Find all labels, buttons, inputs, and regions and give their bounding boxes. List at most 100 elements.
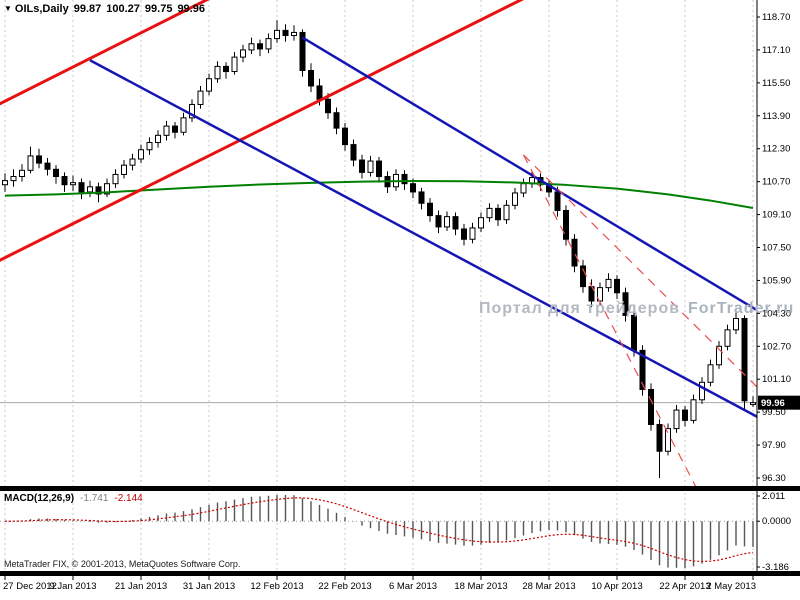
time-axis-label: 2 May 2013 [706, 581, 756, 592]
time-axis-label: 9 Jan 2013 [49, 581, 96, 592]
candle-bullish [155, 134, 161, 144]
candle-bearish [571, 238, 578, 267]
candle-bullish [138, 149, 144, 160]
price-axis-label: 117.10 [762, 45, 790, 56]
candle-bullish [214, 65, 221, 80]
candle-bullish [690, 399, 697, 421]
candle-bearish [631, 314, 637, 351]
candle-bearish [682, 409, 688, 421]
price-axis-label: 105.90 [762, 275, 791, 286]
chart-title-bar: ▼ OILs,Daily 99.87 100.27 99.75 99.96 [4, 3, 210, 15]
price-axis-label: 118.70 [762, 12, 790, 23]
candle-bullish [478, 217, 484, 229]
candle-bearish [282, 29, 289, 37]
candle-bullish [197, 90, 204, 105]
candle-bullish [520, 183, 527, 194]
candle-bullish [189, 103, 195, 119]
candle-bullish [750, 402, 756, 406]
current-price-value: 99.96 [761, 398, 785, 409]
candle-bearish [656, 423, 663, 452]
ohlc-high-value: 100.27 [106, 3, 140, 15]
candle-bearish [418, 191, 425, 204]
candle-bearish [614, 278, 620, 294]
candle-bullish [121, 164, 127, 175]
macd-main-value: -1.741 [80, 493, 109, 504]
candle-bullish [503, 204, 510, 221]
macd-pane[interactable] [0, 493, 757, 570]
candle-bearish [554, 191, 561, 211]
descending-trendline-outer [89, 59, 757, 419]
candle-bullish [231, 56, 238, 73]
candle-bullish [699, 381, 705, 401]
price-axis-label: 102.70 [762, 341, 791, 352]
candle-bullish [291, 31, 297, 37]
candle-bearish [461, 228, 467, 240]
macd-name: MACD(12,26,9) [4, 493, 75, 504]
price-axis-label: 110.70 [762, 177, 790, 188]
price-axis-label: 112.30 [762, 144, 790, 155]
ohlc-open-value: 99.87 [73, 3, 102, 15]
candle-bearish [172, 125, 178, 133]
moving-average-line [4, 180, 754, 209]
symbol-dropdown-arrow-icon[interactable]: ▼ [4, 4, 12, 13]
time-axis-label: 31 Jan 2013 [183, 581, 235, 592]
candle-bearish [36, 155, 42, 164]
pane-separator-top [0, 486, 800, 491]
candle-bullish [104, 183, 110, 195]
candle-bullish [163, 125, 170, 136]
descending-fan-dashed-steep [522, 154, 697, 486]
candle-bearish [308, 70, 314, 87]
macd-axis-label: 0.0000 [762, 516, 791, 527]
candle-bullish [87, 186, 93, 193]
candle-bearish [61, 175, 68, 186]
candle-bearish [333, 112, 340, 129]
candle-bullish [724, 329, 731, 347]
candle-bearish [78, 182, 85, 193]
candle-bearish [435, 215, 442, 228]
candle-bullish [240, 49, 246, 58]
candle-bullish [248, 43, 255, 51]
candle-bullish [180, 117, 187, 133]
ascending-channel-upper [0, 0, 210, 106]
macd-signal-value: -2.144 [114, 493, 143, 504]
candle-bearish [257, 43, 263, 50]
current-price-box [758, 395, 800, 410]
ohlc-close-value: 99.96 [177, 3, 205, 15]
candle-bullish [206, 78, 212, 92]
main-pane[interactable] [0, 0, 766, 499]
chart-symbol-period: OILs,Daily [14, 3, 69, 15]
candle-bullish [444, 216, 450, 228]
price-axis-label: 99.50 [762, 407, 786, 418]
price-axis-label: 104.30 [762, 308, 791, 319]
price-axis-label: 115.50 [762, 78, 790, 89]
time-axis-label: 27 Dec 2012 [3, 581, 57, 592]
candle-bullish [716, 345, 722, 366]
pane-separator-bottom [0, 571, 800, 576]
watermark-brand: ForTrader.ru [688, 300, 795, 317]
candle-bearish [427, 202, 433, 217]
candle-bullish [19, 169, 25, 177]
candle-bullish [605, 278, 612, 289]
candle-bearish [639, 349, 646, 391]
candle-bearish [350, 144, 357, 161]
candle-bearish [648, 389, 654, 425]
candle-bullish [665, 428, 671, 452]
time-axis-label: 18 Mar 2013 [454, 581, 507, 592]
candle-bearish [741, 318, 748, 402]
candle-bullish [10, 175, 17, 182]
candle-bullish [733, 318, 739, 331]
candle-bearish [325, 98, 331, 114]
candle-bullish [265, 38, 272, 50]
candle-bearish [359, 159, 365, 173]
price-axis-label: 107.50 [762, 243, 791, 254]
candle-bullish [129, 158, 136, 166]
macd-axis-label: 2.011 [762, 491, 785, 502]
candle-bearish [495, 207, 501, 221]
candle-bullish [27, 155, 34, 171]
price-axis-label: 109.10 [762, 210, 791, 221]
time-axis-label: 21 Jan 2013 [115, 581, 167, 592]
ascending-channel-lower [0, 0, 525, 262]
price-axis-label: 101.10 [762, 374, 791, 385]
